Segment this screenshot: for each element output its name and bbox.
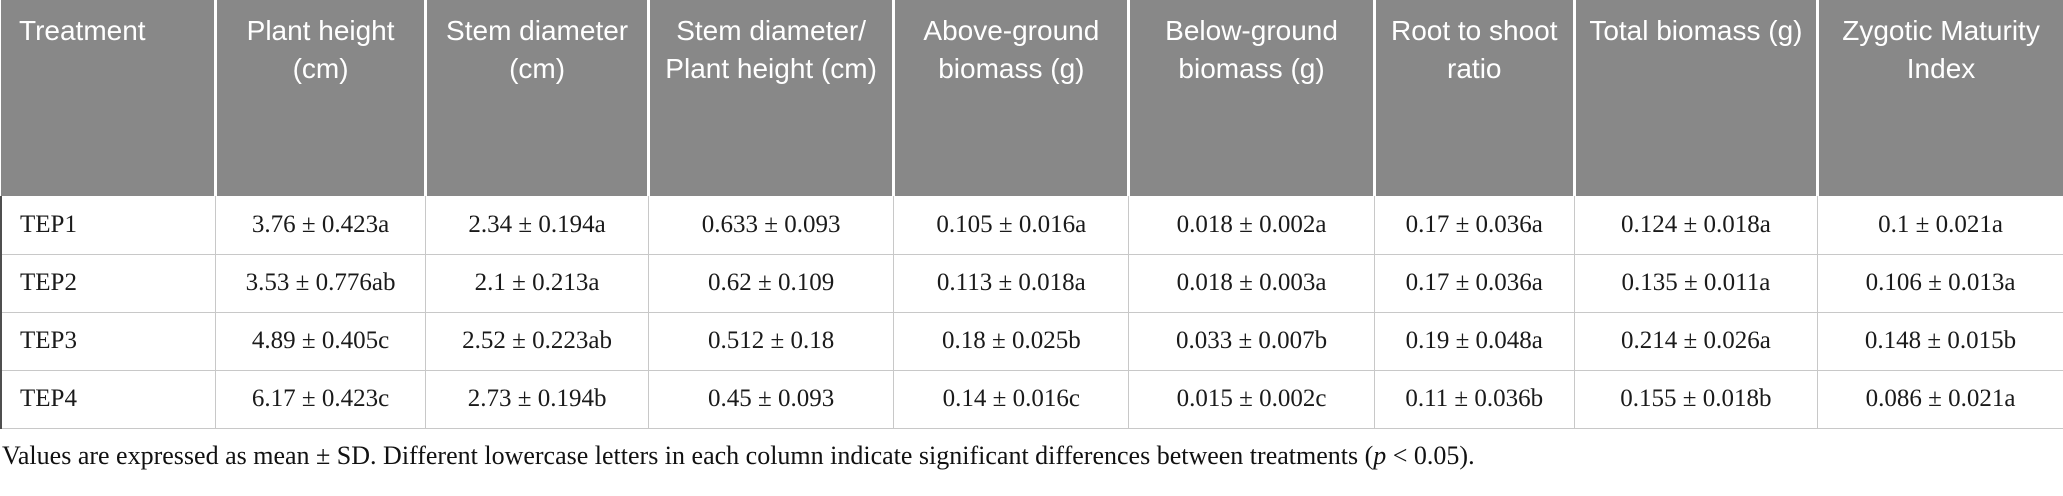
cell-stem-diameter: 2.34 ± 0.194a <box>425 196 649 255</box>
column-header-root-to-shoot-ratio: Root to shoot ratio <box>1374 0 1576 196</box>
table-row: TEP3 4.89 ± 0.405c 2.52 ± 0.223ab 0.512 … <box>0 312 2063 371</box>
cell-stem-diameter-plant-height: 0.62 ± 0.109 <box>647 254 895 313</box>
cell-zygotic-maturity-index: 0.1 ± 0.021a <box>1817 196 2063 255</box>
cell-total-biomass: 0.155 ± 0.018b <box>1573 370 1819 429</box>
cell-belowground-biomass: 0.018 ± 0.003a <box>1128 254 1375 313</box>
column-header-stem-diameter: Stem diameter (cm) <box>425 0 650 196</box>
cell-belowground-biomass: 0.018 ± 0.002a <box>1128 196 1375 255</box>
cell-zygotic-maturity-index: 0.086 ± 0.021a <box>1817 370 2063 429</box>
column-header-total-biomass: Total biomass (g) <box>1574 0 1820 196</box>
table-body: TEP1 3.76 ± 0.423a 2.34 ± 0.194a 0.633 ±… <box>0 196 2063 429</box>
cell-aboveground-biomass: 0.14 ± 0.016c <box>893 370 1130 429</box>
cell-stem-diameter-plant-height: 0.45 ± 0.093 <box>647 370 895 429</box>
column-header-plant-height: Plant height (cm) <box>215 0 428 196</box>
column-header-belowground-biomass: Below-ground biomass (g) <box>1128 0 1376 196</box>
footnote-text-before: Values are expressed as mean ± SD. Diffe… <box>2 440 1374 470</box>
cell-zygotic-maturity-index: 0.106 ± 0.013a <box>1817 254 2063 313</box>
cell-aboveground-biomass: 0.113 ± 0.018a <box>893 254 1130 313</box>
cell-belowground-biomass: 0.015 ± 0.002c <box>1128 370 1375 429</box>
footnote-text-after: < 0.05). <box>1386 440 1475 470</box>
cell-stem-diameter-plant-height: 0.512 ± 0.18 <box>647 312 895 371</box>
cell-root-to-shoot-ratio: 0.17 ± 0.036a <box>1373 196 1575 255</box>
column-header-aboveground-biomass: Above-ground biomass (g) <box>893 0 1131 196</box>
column-header-stem-diameter-plant-height: Stem diameter/ Plant height (cm) <box>648 0 896 196</box>
cell-total-biomass: 0.135 ± 0.011a <box>1573 254 1819 313</box>
cell-plant-height: 3.76 ± 0.423a <box>214 196 427 255</box>
cell-belowground-biomass: 0.033 ± 0.007b <box>1128 312 1375 371</box>
cell-stem-diameter: 2.1 ± 0.213a <box>425 254 649 313</box>
cell-total-biomass: 0.214 ± 0.026a <box>1573 312 1819 371</box>
cell-aboveground-biomass: 0.105 ± 0.016a <box>893 196 1130 255</box>
table-row: TEP2 3.53 ± 0.776ab 2.1 ± 0.213a 0.62 ± … <box>0 254 2063 313</box>
column-header-zygotic-maturity-index: Zygotic Maturity Index <box>1817 0 2063 196</box>
cell-stem-diameter-plant-height: 0.633 ± 0.093 <box>647 196 895 255</box>
cell-zygotic-maturity-index: 0.148 ± 0.015b <box>1817 312 2063 371</box>
cell-root-to-shoot-ratio: 0.19 ± 0.048a <box>1373 312 1575 371</box>
cell-stem-diameter: 2.73 ± 0.194b <box>425 370 649 429</box>
column-header-treatment: Treatment <box>1 0 217 196</box>
cell-treatment: TEP2 <box>0 254 216 313</box>
treatment-results-table: Treatment Plant height (cm) Stem diamete… <box>0 0 2063 429</box>
cell-plant-height: 4.89 ± 0.405c <box>214 312 427 371</box>
cell-plant-height: 3.53 ± 0.776ab <box>214 254 427 313</box>
cell-treatment: TEP1 <box>0 196 216 255</box>
cell-treatment: TEP4 <box>0 370 216 429</box>
footnote-p-symbol: p <box>1373 440 1387 470</box>
cell-aboveground-biomass: 0.18 ± 0.025b <box>893 312 1130 371</box>
table-header: Treatment Plant height (cm) Stem diamete… <box>1 0 2063 196</box>
cell-plant-height: 6.17 ± 0.423c <box>214 370 427 429</box>
table-footnote: Values are expressed as mean ± SD. Diffe… <box>2 441 2063 471</box>
table-row: TEP1 3.76 ± 0.423a 2.34 ± 0.194a 0.633 ±… <box>0 196 2063 255</box>
cell-total-biomass: 0.124 ± 0.018a <box>1573 196 1819 255</box>
table-row: TEP4 6.17 ± 0.423c 2.73 ± 0.194b 0.45 ± … <box>0 370 2063 429</box>
cell-root-to-shoot-ratio: 0.11 ± 0.036b <box>1373 370 1575 429</box>
header-row: Treatment Plant height (cm) Stem diamete… <box>1 0 2063 196</box>
cell-root-to-shoot-ratio: 0.17 ± 0.036a <box>1373 254 1575 313</box>
cell-stem-diameter: 2.52 ± 0.223ab <box>425 312 649 371</box>
cell-treatment: TEP3 <box>0 312 216 371</box>
